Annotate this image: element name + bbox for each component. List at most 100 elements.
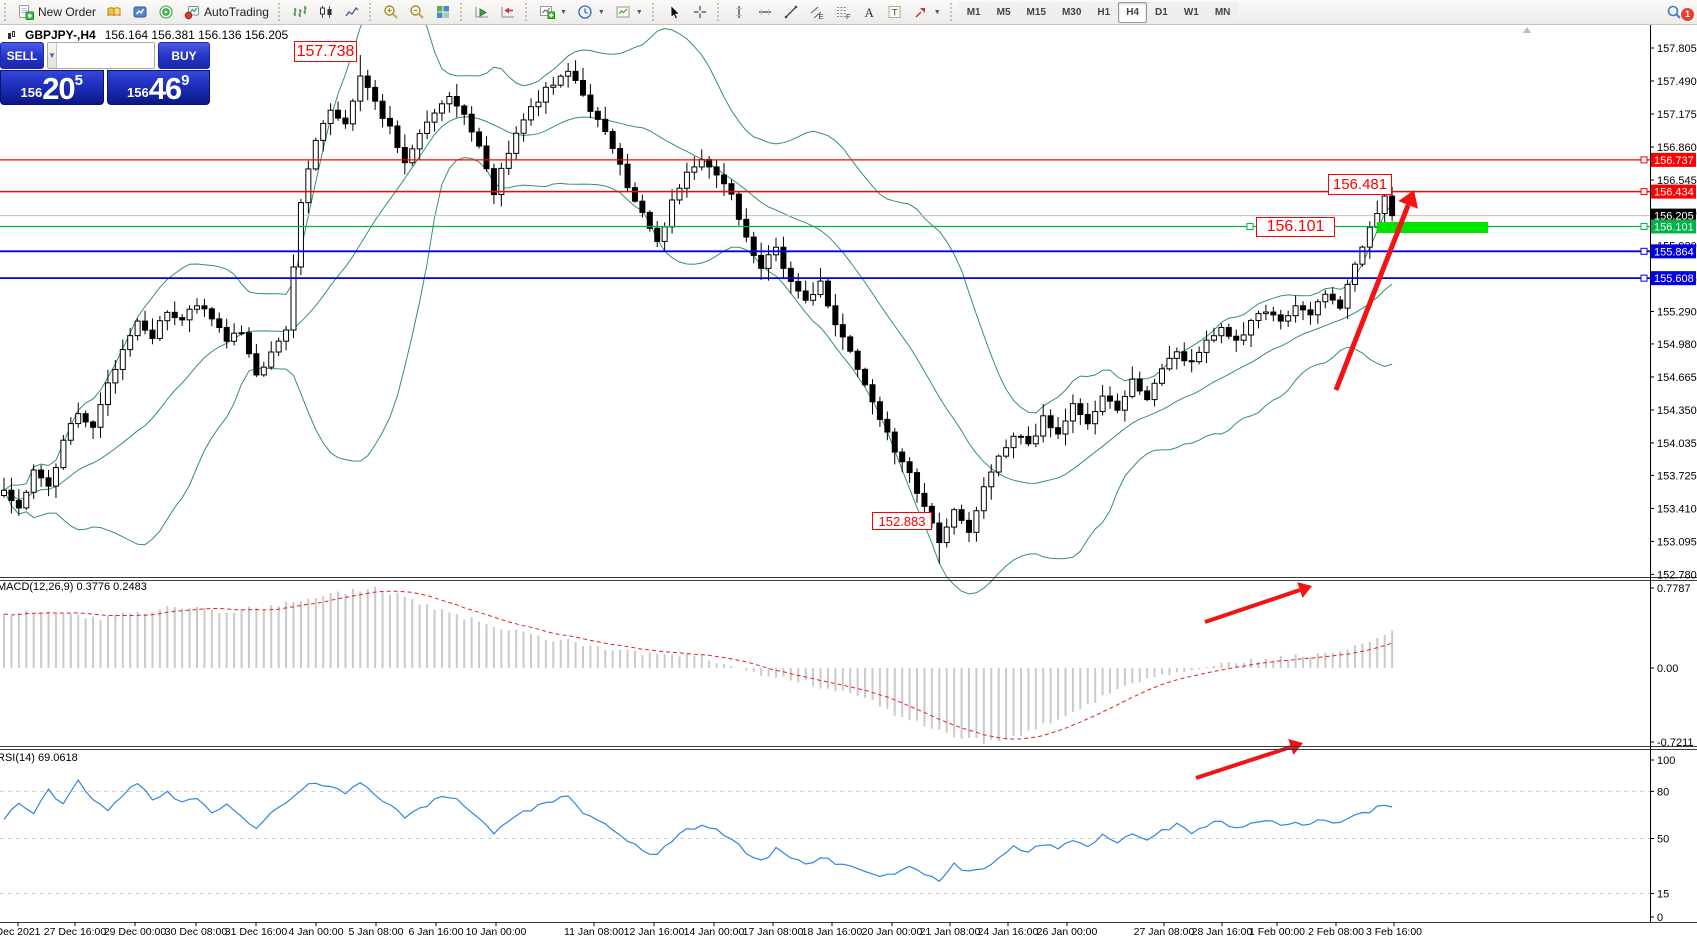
text-button[interactable]: A <box>857 1 881 23</box>
trend-arrow[interactable] <box>1333 190 1418 391</box>
candlestick <box>216 318 223 329</box>
candlestick-chart-button[interactable] <box>314 1 338 23</box>
candlestick <box>1337 299 1344 309</box>
svg-text:4 Jan 00:00: 4 Jan 00:00 <box>289 926 344 938</box>
timeframe-m30-button[interactable]: M30 <box>1053 1 1090 23</box>
candlestick <box>453 96 460 107</box>
metaeditor-button[interactable] <box>102 1 126 23</box>
search-button[interactable] <box>1662 1 1686 23</box>
buy-price-button[interactable]: 156 46 9 <box>106 70 210 106</box>
svg-text:30 Dec 08:00: 30 Dec 08:00 <box>165 926 228 938</box>
line-handle[interactable] <box>1246 223 1254 231</box>
ohlc-values-label: 156.164 156.381 156.136 156.205 <box>104 28 289 42</box>
timeframe-mn-button[interactable]: MN <box>1206 1 1239 23</box>
candlestick <box>1166 357 1173 370</box>
down-arrow-icon: ▼ <box>48 51 56 60</box>
vertical-line-button[interactable] <box>727 1 751 23</box>
candlestick <box>23 491 30 509</box>
line-chart-button[interactable] <box>340 1 364 23</box>
candlestick <box>876 401 883 420</box>
price-annotation-156.101[interactable]: 156.101 <box>1256 217 1335 237</box>
templates-button[interactable]: ▼ <box>611 1 647 23</box>
candlestick <box>1285 315 1292 322</box>
periods-button[interactable]: ▼ <box>573 1 609 23</box>
line-handle[interactable] <box>1640 188 1648 196</box>
sell-price-button[interactable]: 156 20 5 <box>0 70 104 106</box>
candlestick <box>97 404 104 428</box>
candlestick <box>951 509 958 528</box>
equidistant-channel-button[interactable]: E <box>805 1 829 23</box>
textT-icon: T <box>887 4 903 20</box>
sell-button[interactable]: SELL <box>0 42 44 69</box>
svg-text:0.7787: 0.7787 <box>1657 583 1691 595</box>
candlestick <box>906 461 913 474</box>
new-chart-button[interactable]: ▼ <box>535 1 571 23</box>
price-annotation-152.883[interactable]: 152.883 <box>872 512 932 530</box>
price-annotation-156.481[interactable]: 156.481 <box>1328 174 1392 195</box>
horizontal-line-button[interactable] <box>753 1 777 23</box>
candlestick <box>409 148 416 164</box>
autoscroll-button[interactable] <box>470 1 494 23</box>
market-button[interactable] <box>128 1 152 23</box>
arrows-button[interactable]: ▼ <box>909 1 945 23</box>
timeframe-m15-button[interactable]: M15 <box>1018 1 1054 23</box>
tile-windows-button[interactable] <box>431 1 455 23</box>
svg-text:24 Jan 16:00: 24 Jan 16:00 <box>978 926 1039 938</box>
timeframe-d1-button[interactable]: D1 <box>1147 1 1176 23</box>
zoom-in-button[interactable] <box>379 1 403 23</box>
zoom-out-button[interactable] <box>405 1 429 23</box>
candlestick <box>149 329 156 339</box>
candlestick <box>810 294 817 301</box>
candlestick <box>305 168 312 204</box>
autoscroll-icon <box>474 4 490 20</box>
candlestick <box>223 327 230 342</box>
timeframe-w1-button[interactable]: W1 <box>1175 1 1207 23</box>
timeframe-h4-button[interactable]: H4 <box>1118 1 1148 23</box>
trend-arrow[interactable] <box>1204 582 1312 624</box>
candlestick <box>958 509 965 521</box>
candlestick <box>706 158 713 168</box>
svg-text:17 Jan 08:00: 17 Jan 08:00 <box>743 926 804 938</box>
candlestick <box>513 132 520 154</box>
svg-text:2 Feb 08:00: 2 Feb 08:00 <box>1308 926 1364 938</box>
timeframe-m1-button[interactable]: M1 <box>958 1 989 23</box>
candlestick <box>550 84 557 88</box>
volume-input[interactable] <box>56 43 154 68</box>
buy-button[interactable]: BUY <box>158 42 210 69</box>
candlestick <box>1314 301 1321 316</box>
autotrading-icon <box>184 4 200 20</box>
price-annotation-157.738[interactable]: 157.738 <box>294 41 357 62</box>
candlestick <box>602 118 609 133</box>
candlestick <box>290 266 297 331</box>
crosshair-button[interactable] <box>688 1 712 23</box>
line-handle[interactable] <box>1640 274 1648 282</box>
text-label-button[interactable]: T <box>883 1 907 23</box>
cursor-button[interactable] <box>662 1 686 23</box>
chevron-down-icon: ▼ <box>597 8 605 16</box>
candlestick <box>765 254 772 269</box>
candlestick <box>617 147 624 165</box>
signals-icon <box>158 4 174 20</box>
line-handle[interactable] <box>1640 223 1648 231</box>
line-handle[interactable] <box>1640 156 1648 164</box>
line-handle[interactable] <box>1640 247 1648 255</box>
candlestick <box>847 336 854 352</box>
signals-button[interactable] <box>154 1 178 23</box>
autotrading-button[interactable]: AutoTrading <box>180 1 273 23</box>
volume-decrease-button[interactable]: ▼ <box>48 43 57 68</box>
toolbar-separator <box>459 3 465 21</box>
timeframe-h1-button[interactable]: H1 <box>1089 1 1119 23</box>
green-zone-rectangle[interactable] <box>1377 222 1488 233</box>
trendline-button[interactable] <box>779 1 803 23</box>
candlestick <box>639 200 646 213</box>
svg-text:18 Jan 16:00: 18 Jan 16:00 <box>802 926 863 938</box>
svg-text:154.665: 154.665 <box>1657 372 1697 384</box>
bars-icon <box>292 4 308 20</box>
ohlc-bars-button[interactable] <box>288 1 312 23</box>
svg-text:154.035: 154.035 <box>1657 438 1697 450</box>
new-order-button[interactable]: New Order <box>14 1 100 23</box>
timeframe-m5-button[interactable]: M5 <box>988 1 1019 23</box>
fibonacci-button[interactable]: F <box>831 1 855 23</box>
chart-shift-button[interactable] <box>496 1 520 23</box>
